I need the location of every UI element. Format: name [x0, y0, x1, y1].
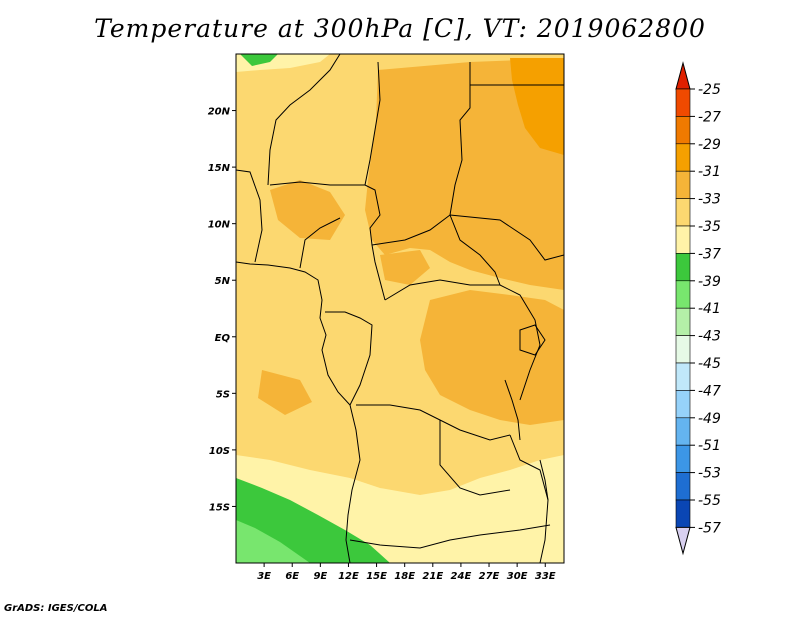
lon-tick-label: 12E	[338, 571, 359, 582]
lon-tick-label: 24E	[451, 571, 472, 582]
colorbar-label: -27	[698, 109, 721, 125]
field-lightgreen-sw	[236, 520, 310, 563]
map-frame	[235, 53, 565, 564]
longitude-axis: 3E 6E 9E 12E 15E 18E 21E 24E 27E 30E 33E	[257, 563, 556, 582]
colorbar-label: -29	[698, 137, 721, 153]
field-warm-patch-sw	[258, 370, 312, 415]
lat-tick-label: 5N	[215, 276, 231, 287]
colorbar-label: -25	[698, 82, 721, 98]
lake-tanganyika	[504, 379, 521, 441]
border-gabon	[325, 311, 373, 406]
border-north-3	[449, 62, 471, 216]
lake-victoria	[519, 324, 546, 356]
colorbar-label: -33	[698, 192, 721, 208]
colorbar-label: -55	[698, 493, 721, 509]
coastline-west-africa	[236, 261, 361, 563]
colorbar-swatch	[675, 253, 691, 282]
colorbar-label: -45	[698, 356, 721, 372]
lon-tick-label: 30E	[507, 571, 528, 582]
colorbar-swatch	[675, 307, 691, 336]
lat-tick-label: 20N	[208, 107, 231, 118]
border-misc-2	[236, 169, 263, 263]
colorbar-top-arrow	[675, 61, 691, 90]
colorbar-swatch	[675, 362, 691, 391]
lon-tick-label: 3E	[257, 571, 271, 582]
temperature-field	[236, 54, 564, 563]
border-car	[371, 214, 501, 286]
lon-tick-label: 33E	[535, 571, 556, 582]
border-lake-chad	[269, 181, 386, 301]
lat-tick-label: 5S	[216, 389, 230, 400]
border-north-1	[267, 54, 341, 186]
colorbar-label: -41	[698, 301, 721, 317]
colorbar-swatch	[675, 143, 691, 172]
colorbar-label: -39	[698, 274, 721, 290]
colorbar-swatch	[675, 335, 691, 364]
lake-malawi	[539, 459, 549, 501]
colorbar-swatch	[675, 198, 691, 227]
colorbar-swatch	[675, 390, 691, 419]
latitude-axis: 20N 15N 10N 5N EQ 5S 10S 15S	[208, 107, 236, 513]
border-angola	[439, 420, 511, 496]
colorbar: -25 -27 -29 -31 -33 -35 -37 -39 -41 -43 -45 -47 -49 -…	[675, 61, 721, 556]
colorbar-label: -43	[698, 329, 721, 345]
colorbar-label: -57	[698, 520, 721, 536]
colorbar-swatch	[675, 417, 691, 446]
lon-tick-label: 9E	[313, 571, 327, 582]
colorbar-label: -31	[698, 164, 721, 180]
field-green-nw	[240, 54, 278, 66]
lon-tick-label: 18E	[394, 571, 415, 582]
colorbar-swatch	[675, 88, 691, 117]
lat-tick-label: 15S	[209, 502, 230, 513]
colorbar-label: -53	[698, 466, 721, 482]
map-title: Temperature at 300hPa [C], VT: 201906280…	[94, 14, 706, 43]
colorbar-label: -47	[698, 383, 721, 399]
field-warm-patch-center	[380, 250, 430, 285]
field-warm-central	[420, 290, 564, 425]
colorbar-label: -51	[698, 438, 721, 454]
lon-tick-label: 21E	[422, 571, 443, 582]
colorbar-swatch	[675, 444, 691, 473]
lat-tick-label: 15N	[208, 163, 231, 174]
border-congo	[384, 279, 541, 401]
lat-tick-label: 10N	[208, 220, 231, 231]
border-misc-1	[299, 217, 341, 269]
colorbar-swatch	[675, 472, 691, 501]
colorbar-swatch	[675, 170, 691, 199]
colorbar-label: -49	[698, 411, 721, 427]
lon-tick-label: 15E	[366, 571, 387, 582]
lat-tick-label: EQ	[215, 333, 231, 344]
colorbar-label: -37	[698, 246, 721, 262]
colorbar-label: -35	[698, 219, 721, 235]
field-warm-north	[365, 58, 564, 290]
colorbar-swatch	[675, 280, 691, 309]
lat-tick-label: 10S	[209, 446, 230, 457]
colorbar-swatch	[675, 499, 691, 528]
coastlines-borders	[236, 54, 564, 563]
border-zambia	[509, 434, 549, 563]
border-north-2	[364, 61, 381, 186]
border-sudan	[449, 214, 564, 261]
lon-tick-label: 6E	[285, 571, 299, 582]
grads-credit: GrADS: IGES/COLA	[4, 603, 108, 614]
border-south	[349, 524, 551, 549]
colorbar-swatch	[675, 225, 691, 254]
colorbar-bottom-arrow	[675, 526, 691, 556]
lon-tick-label: 27E	[479, 571, 500, 582]
field-warmest-ne	[510, 58, 564, 155]
colorbar-swatch	[675, 116, 691, 145]
